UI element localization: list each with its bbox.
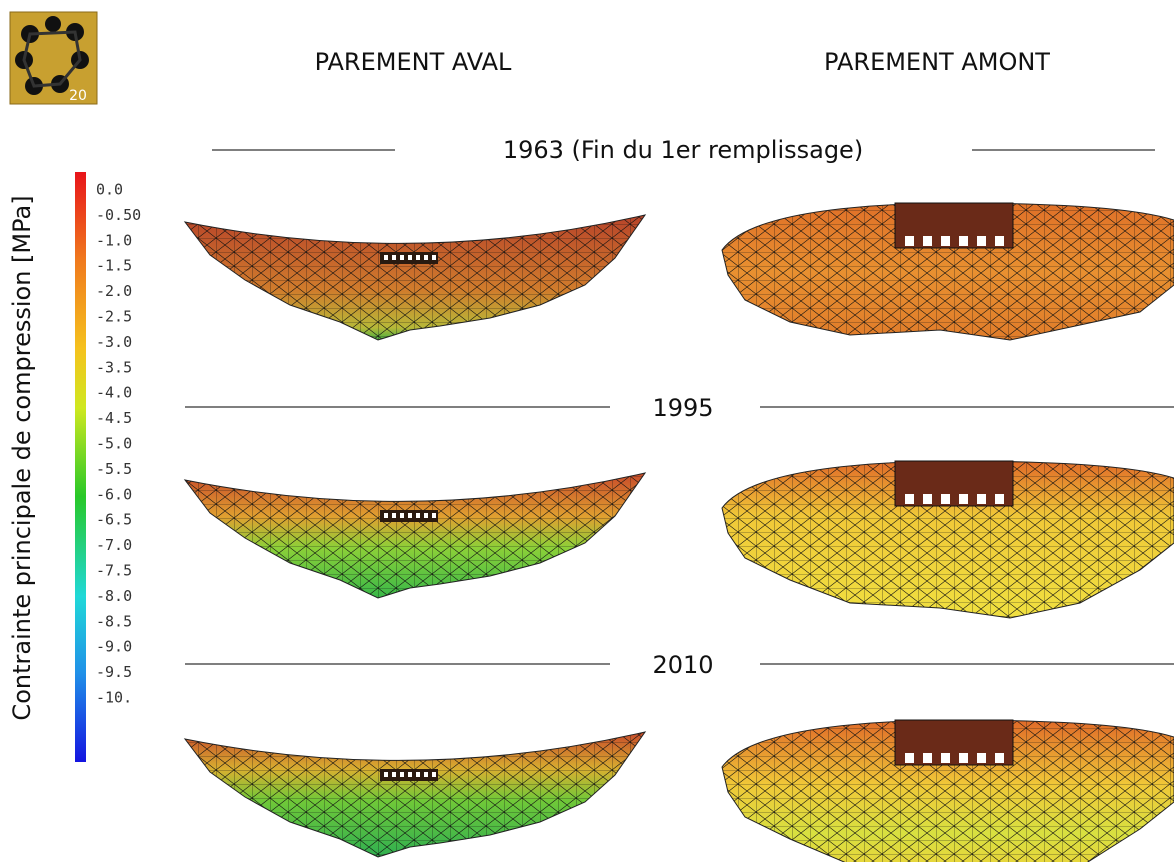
spillway-gap (977, 236, 986, 246)
spillway-gap (959, 236, 968, 246)
colorbar-title: Contrainte principale de compression [MP… (8, 195, 36, 720)
colorbar-label: -1.0 (96, 231, 132, 249)
spillway-gap (408, 255, 412, 260)
spillway-gap (905, 753, 914, 763)
column-header: PAREMENT AMONT (824, 48, 1050, 76)
spillway-gap (400, 513, 404, 518)
spillway-gap (392, 255, 396, 260)
colorbar-label: -5.5 (96, 460, 132, 478)
spillway-gap (384, 513, 388, 518)
spillway (894, 719, 1014, 766)
spillway-gap (384, 772, 388, 777)
spillway-gap (392, 772, 396, 777)
spillway-gap (923, 236, 932, 246)
spillway-gap (995, 753, 1004, 763)
spillway-gap (432, 255, 436, 260)
colorbar-label: 0.0 (96, 181, 123, 199)
spillway-gap (432, 513, 436, 518)
colorbar-label: -3.0 (96, 333, 132, 351)
spillway-gap (408, 772, 412, 777)
column-header: PAREMENT AVAL (315, 48, 512, 76)
spillway-gap (424, 255, 428, 260)
spillway-gap (959, 494, 968, 504)
colorbar (75, 172, 86, 762)
spillway-gap (384, 255, 388, 260)
spillway-gap (977, 494, 986, 504)
dam-mesh (721, 460, 1174, 619)
spillway-gap (959, 753, 968, 763)
colorbar-label: -0.50 (96, 206, 141, 224)
spillway-gap (923, 753, 932, 763)
colorbar-label: -8.5 (96, 612, 132, 630)
spillway-gap (941, 753, 950, 763)
colorbar-label: -7.5 (96, 562, 132, 580)
spillway-gap (432, 772, 436, 777)
colorbar-label: -10. (96, 689, 132, 707)
colorbar-label: -8.0 (96, 587, 132, 605)
colorbar-label: -7.0 (96, 536, 132, 554)
spillway-gap (995, 236, 1004, 246)
spillway-gap (416, 513, 420, 518)
colorbar-label: -2.0 (96, 282, 132, 300)
spillway-gap (905, 236, 914, 246)
logo-badge: 20 (69, 88, 87, 104)
spillway-gap (416, 255, 420, 260)
spillway-gap (905, 494, 914, 504)
colorbar-label: -9.5 (96, 663, 132, 681)
spillway-gap (923, 494, 932, 504)
colorbar-label: -4.0 (96, 384, 132, 402)
spillway-gap (995, 494, 1004, 504)
colorbar-label: -1.5 (96, 257, 132, 275)
spillway-gap (977, 753, 986, 763)
spillway-gap (392, 513, 396, 518)
row-label: 1995 (652, 394, 713, 422)
spillway (894, 460, 1014, 507)
spillway-gap (400, 255, 404, 260)
spillway (894, 202, 1014, 249)
colorbar-label: -2.5 (96, 308, 132, 326)
spillway-gap (424, 513, 428, 518)
dam-mesh (721, 202, 1174, 341)
dam-mesh (183, 472, 647, 599)
logo: 20 (9, 11, 98, 105)
spillway-gap (941, 236, 950, 246)
dam-mesh (183, 731, 647, 858)
row-label: 2010 (652, 651, 713, 679)
spillway-gap (408, 513, 412, 518)
colorbar-label: -6.5 (96, 511, 132, 529)
dam-mesh (183, 214, 647, 341)
spillway-gap (416, 772, 420, 777)
row-label: 1963 (Fin du 1er remplissage) (503, 136, 863, 164)
spillway-gap (400, 772, 404, 777)
colorbar-label: -5.0 (96, 435, 132, 453)
spillway-gap (941, 494, 950, 504)
dam-mesh (721, 719, 1174, 862)
spillway-gap (424, 772, 428, 777)
colorbar-label: -9.0 (96, 638, 132, 656)
colorbar-label: -3.5 (96, 358, 132, 376)
colorbar-label: -6.0 (96, 485, 132, 503)
colorbar-label: -4.5 (96, 409, 132, 427)
